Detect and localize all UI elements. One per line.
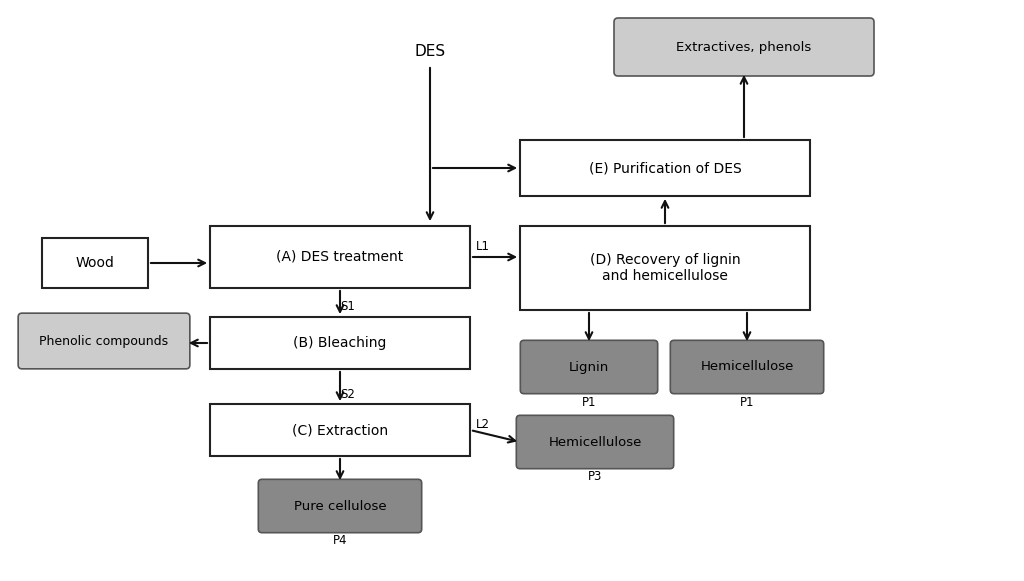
Text: Pure cellulose: Pure cellulose	[294, 500, 386, 512]
Text: S1: S1	[340, 299, 355, 313]
Text: (A) DES treatment: (A) DES treatment	[276, 250, 403, 264]
FancyBboxPatch shape	[520, 340, 657, 394]
Text: Hemicellulose: Hemicellulose	[548, 436, 642, 449]
Text: P1: P1	[739, 396, 755, 408]
Text: (D) Recovery of lignin
and hemicellulose: (D) Recovery of lignin and hemicellulose	[590, 253, 740, 283]
Text: Hemicellulose: Hemicellulose	[700, 360, 794, 374]
Text: Phenolic compounds: Phenolic compounds	[40, 335, 169, 347]
Text: S2: S2	[340, 388, 355, 400]
Text: Wood: Wood	[76, 256, 115, 270]
Text: P3: P3	[588, 471, 602, 483]
FancyBboxPatch shape	[520, 226, 810, 310]
FancyBboxPatch shape	[210, 226, 470, 288]
Text: (B) Bleaching: (B) Bleaching	[293, 336, 387, 350]
Text: Lignin: Lignin	[569, 360, 609, 374]
Text: P4: P4	[333, 535, 347, 547]
FancyBboxPatch shape	[520, 140, 810, 196]
FancyBboxPatch shape	[210, 404, 470, 456]
FancyBboxPatch shape	[42, 238, 148, 288]
FancyBboxPatch shape	[516, 415, 674, 469]
FancyBboxPatch shape	[258, 479, 422, 533]
FancyBboxPatch shape	[671, 340, 823, 394]
FancyBboxPatch shape	[614, 18, 874, 76]
Text: P1: P1	[582, 396, 596, 408]
FancyBboxPatch shape	[210, 317, 470, 369]
FancyBboxPatch shape	[18, 313, 189, 369]
Text: L1: L1	[476, 239, 490, 253]
Text: Extractives, phenols: Extractives, phenols	[677, 41, 812, 53]
Text: (C) Extraction: (C) Extraction	[292, 423, 388, 437]
Text: L2: L2	[476, 418, 490, 431]
Text: (E) Purification of DES: (E) Purification of DES	[589, 161, 741, 175]
Text: DES: DES	[415, 45, 445, 59]
